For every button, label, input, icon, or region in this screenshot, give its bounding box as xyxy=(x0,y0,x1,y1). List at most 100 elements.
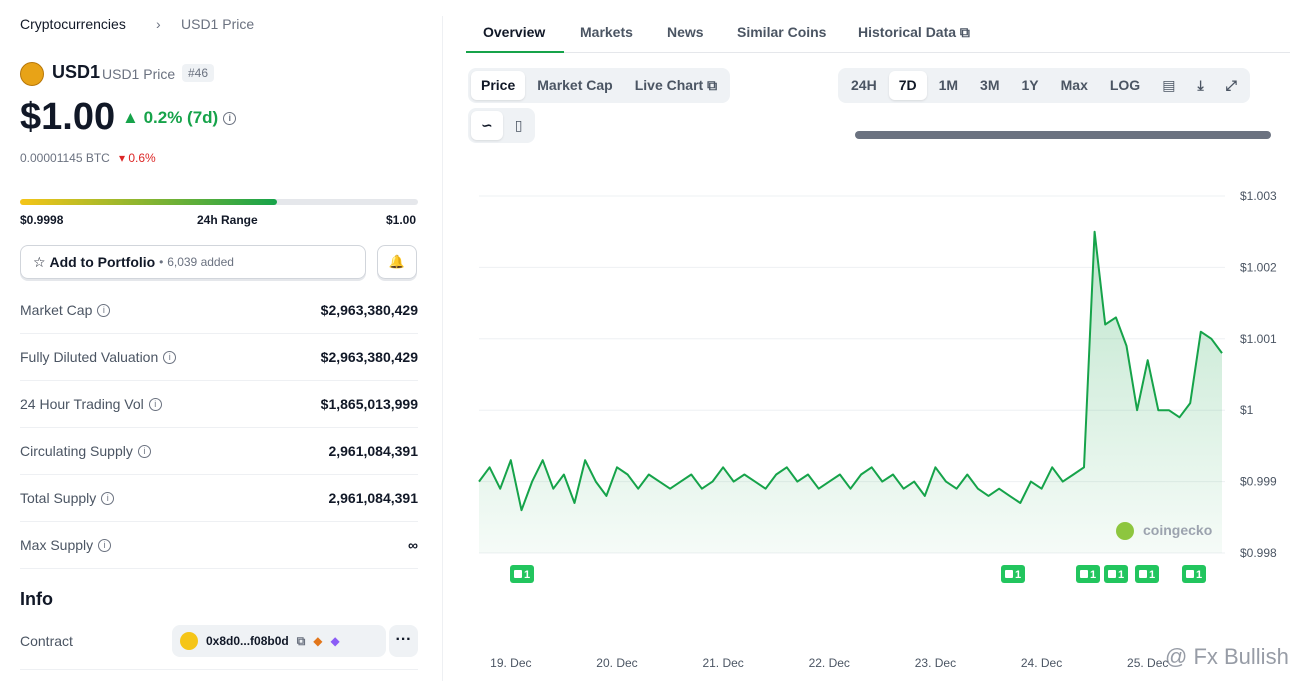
add-portfolio-text: Add to Portfolio xyxy=(49,254,156,270)
x-tick-label: 20. Dec xyxy=(596,656,637,670)
chart-style-tabs: ∽ ▯ xyxy=(468,108,536,143)
stat-value: 2,961,084,391 xyxy=(328,443,418,459)
y-tick-label: $1.002 xyxy=(1240,260,1277,274)
tool-button[interactable]: ⤓ xyxy=(1197,77,1204,93)
chart-tab[interactable]: Market Cap xyxy=(537,77,613,93)
contract-address: 0x8d0...f08b0d xyxy=(206,634,289,648)
range-tab[interactable]: Max xyxy=(1060,77,1088,93)
y-tick-label: $1.001 xyxy=(1240,332,1277,346)
tab[interactable]: News xyxy=(667,24,704,40)
info-icon[interactable]: i xyxy=(223,112,237,126)
area xyxy=(479,231,1222,553)
btc-change: ▾ 0.6% xyxy=(119,151,156,165)
tab-underline-track xyxy=(466,52,1290,53)
up-arrow: ▲ xyxy=(122,108,139,127)
info-icon[interactable]: i xyxy=(148,397,162,411)
info-icon[interactable]: i xyxy=(101,491,115,505)
stat-label: Total Supply i xyxy=(20,490,115,506)
stat-label: Fully Diluted Valuation i xyxy=(20,349,177,365)
info-icon[interactable]: i xyxy=(97,303,111,317)
y-tick-label: $1 xyxy=(1240,403,1254,417)
chart-tab[interactable]: Price xyxy=(471,71,526,100)
brand-logo xyxy=(1116,522,1134,540)
btc-price: 0.00001145 BTC xyxy=(20,151,110,165)
range-low: $0.9998 xyxy=(20,213,64,227)
event-icon xyxy=(1080,570,1088,578)
event-count: 1 xyxy=(1090,569,1096,581)
event-count: 1 xyxy=(524,569,530,581)
y-tick-label: $0.998 xyxy=(1240,546,1277,560)
info-title: Info xyxy=(20,589,53,609)
stat-label: Market Cap i xyxy=(20,302,111,318)
tab[interactable]: Markets xyxy=(580,24,633,40)
price-line xyxy=(478,230,1223,512)
event-icon xyxy=(1186,570,1194,578)
range-tab[interactable]: LOG xyxy=(1109,77,1141,93)
y-tick-label: $1.003 xyxy=(1240,189,1277,203)
copy-icon[interactable]: ⧉ xyxy=(296,633,306,648)
panel-divider xyxy=(442,16,443,681)
stat-value: $1,865,013,999 xyxy=(320,396,418,412)
stat-label: 24 Hour Trading Vol i xyxy=(20,396,162,412)
tab[interactable]: Historical Data ⧉ xyxy=(858,24,970,40)
more-button[interactable]: ··· xyxy=(389,625,418,657)
stat-row: Total Supply i 2,961,084,391 xyxy=(20,475,418,522)
stat-row: Max Supply i ∞ xyxy=(20,522,418,569)
coin-symbol: USD1 xyxy=(52,62,101,82)
alert-button[interactable]: 🔔 xyxy=(377,245,417,279)
divider xyxy=(20,669,418,670)
add-portfolio-button[interactable]: ☆ Add to Portfolio • 6,039 added xyxy=(20,245,366,279)
breadcrumb-separator: › xyxy=(156,16,161,32)
info-icon[interactable]: i xyxy=(98,538,112,552)
range-tab[interactable]: 1M xyxy=(938,77,959,93)
x-tick-label: 25. Dec xyxy=(1127,656,1168,670)
price-change-value: 0.2% (7d) xyxy=(143,108,219,127)
range-tab[interactable]: 24H xyxy=(851,77,877,93)
stat-row: Fully Diluted Valuation i $2,963,380,429 xyxy=(20,334,418,381)
coin-name: USD1 Price xyxy=(102,66,176,82)
watermark: @ Fx Bullish xyxy=(1165,644,1289,669)
stat-row: Circulating Supply i 2,961,084,391 xyxy=(20,428,418,475)
event-icon xyxy=(1108,570,1116,578)
range-tab[interactable]: 3M xyxy=(980,77,1000,93)
line-chart-button[interactable]: ∽ xyxy=(471,111,503,140)
chain-icon xyxy=(180,632,198,650)
info-icon[interactable]: i xyxy=(137,444,151,458)
event-icon xyxy=(1139,570,1147,578)
event-count: 1 xyxy=(1015,569,1021,581)
price-change: ▲ 0.2% (7d) i xyxy=(122,108,237,128)
info-icon[interactable]: i xyxy=(163,350,177,364)
x-tick-label: 22. Dec xyxy=(809,656,850,670)
chart-tab[interactable]: Live Chart ⧉ xyxy=(634,77,718,93)
stat-row: Market Cap i $2,963,380,429 xyxy=(20,287,418,334)
candle-chart-button[interactable]: ▯ xyxy=(514,117,523,133)
chart-type-tabs: Price Market Cap Live Chart ⧉ xyxy=(468,68,731,103)
breadcrumb-link[interactable]: Cryptocurrencies xyxy=(20,16,126,32)
time-range-tabs: 24H 7D 1M 3M 1Y Max LOG ▤ ⤓ ⤢ xyxy=(838,68,1250,103)
coin-rank: #46 xyxy=(182,64,215,82)
range-fill xyxy=(20,199,277,205)
metamask-icon[interactable]: ◆ xyxy=(313,634,323,648)
coin-price: $1.00 xyxy=(20,96,116,138)
contract-chip[interactable]: 0x8d0...f08b0d ⧉ ◆ ◆ xyxy=(172,625,386,657)
tool-button[interactable]: ▤ xyxy=(1162,77,1176,93)
event-count: 1 xyxy=(1118,569,1124,581)
plot: $0.998 $0.999 $1 $1.001 $1.002 $1.003 19. Dec 2… xyxy=(478,189,1289,670)
btc-change-value: 0.6% xyxy=(128,151,156,165)
stat-value: ∞ xyxy=(408,537,418,553)
wallet-icon[interactable]: ◆ xyxy=(330,634,340,648)
scrollbar[interactable] xyxy=(855,131,1271,139)
event-icon xyxy=(514,570,522,578)
range-tab[interactable]: 7D xyxy=(888,71,927,100)
portfolio-dot: • xyxy=(159,255,164,269)
tab[interactable]: Overview xyxy=(483,24,546,40)
range-high: $1.00 xyxy=(386,213,417,227)
range-tab[interactable]: 1Y xyxy=(1021,77,1039,93)
tab[interactable]: Similar Coins xyxy=(737,24,827,40)
x-tick-label: 19. Dec xyxy=(490,656,531,670)
contract-label: Contract xyxy=(20,633,73,649)
brand-name: coingecko xyxy=(1143,522,1212,538)
event-count: 1 xyxy=(1196,569,1202,581)
tool-button[interactable]: ⤢ xyxy=(1225,77,1237,93)
